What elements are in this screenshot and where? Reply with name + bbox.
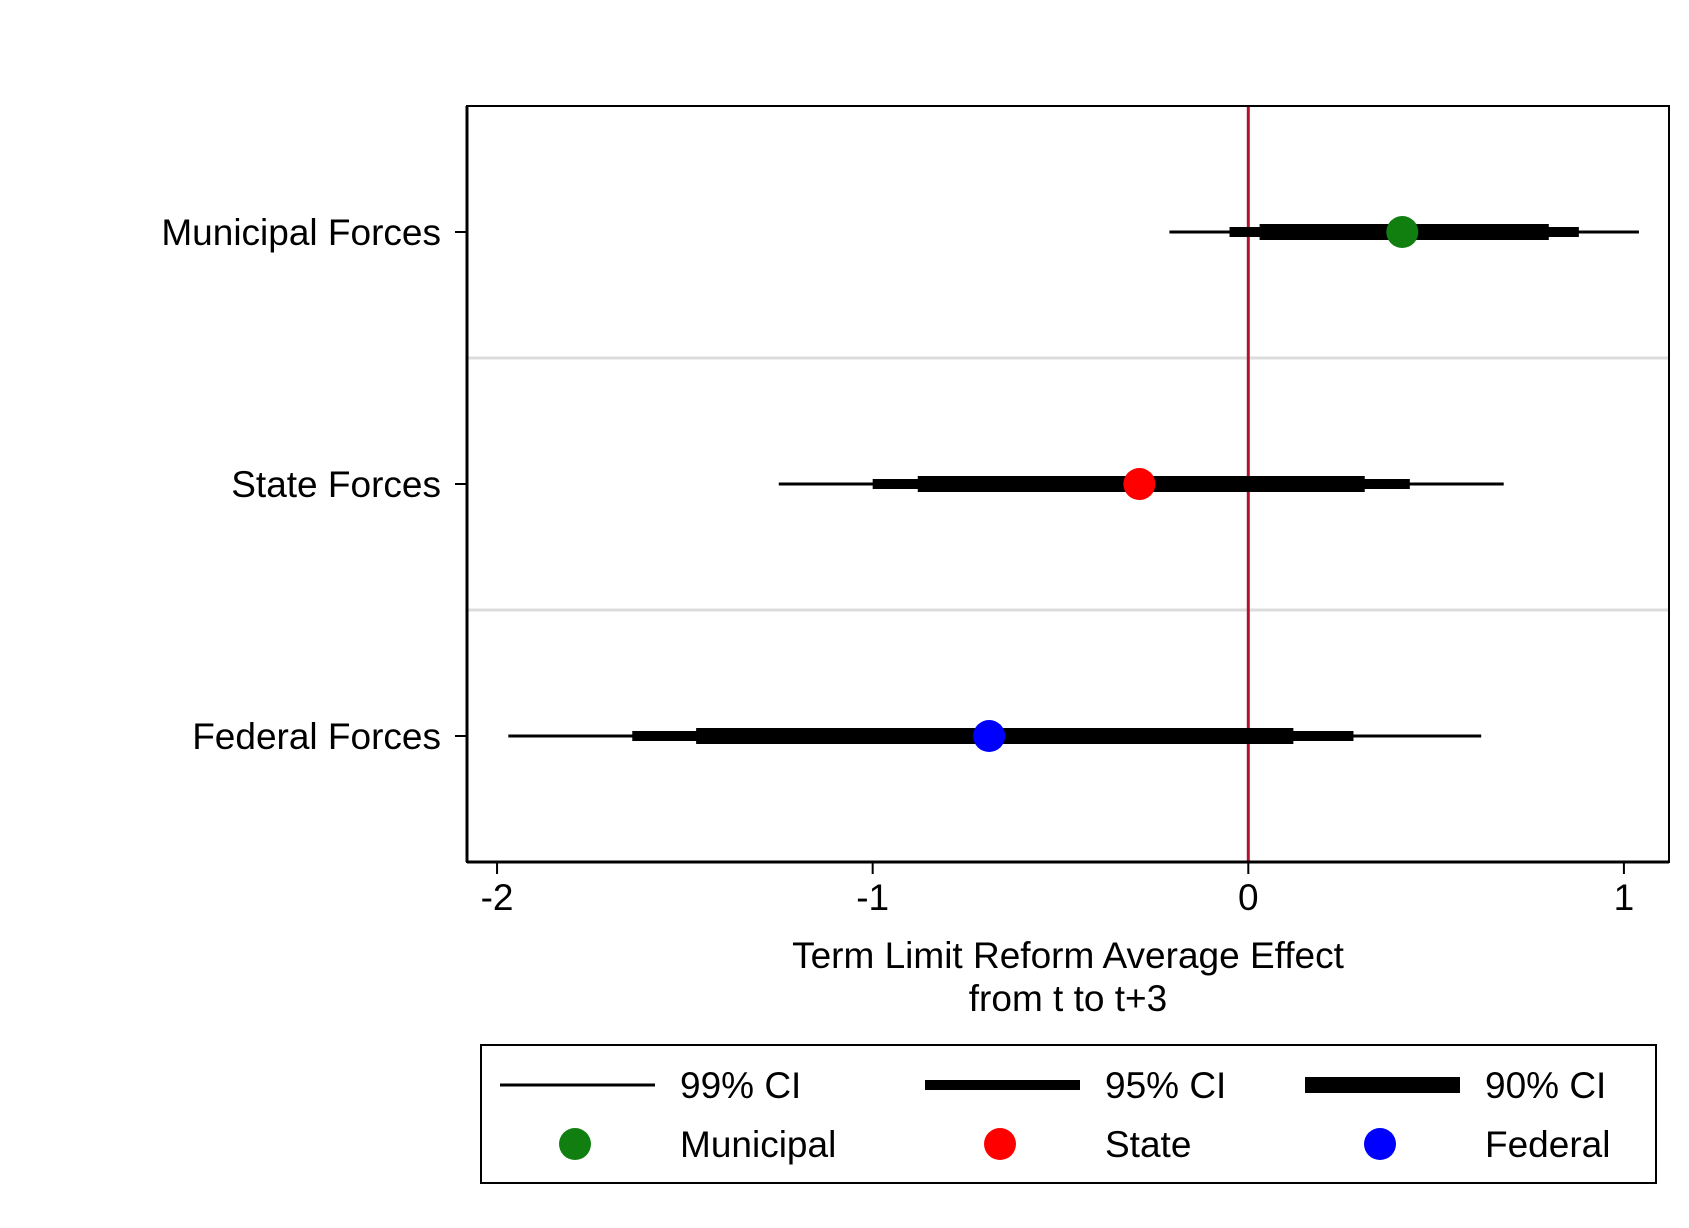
y-tick-label: Federal Forces <box>192 716 441 757</box>
y-tick-label: Municipal Forces <box>161 212 441 253</box>
x-tick-label: -1 <box>856 877 889 918</box>
legend-label: 95% CI <box>1105 1065 1226 1106</box>
legend-marker <box>559 1128 591 1160</box>
x-axis-title: Term Limit Reform Average Effect <box>792 935 1345 976</box>
category-separators <box>467 356 1669 612</box>
chart-marks <box>508 216 1639 752</box>
legend-marker <box>984 1128 1016 1160</box>
x-axis-title-line2: from t to t+3 <box>969 978 1167 1019</box>
legend: 99% CI 95% CI 90% CI Municipal State Federal <box>480 1044 1657 1184</box>
legend-marker <box>1364 1128 1396 1160</box>
legend-label: 90% CI <box>1485 1065 1606 1106</box>
y-axis: Municipal Forces State Forces Federal Forc… <box>161 212 467 757</box>
x-axis: -2 -1 0 1 <box>481 862 1635 918</box>
legend-frame <box>480 1044 1657 1184</box>
y-tick-label: State Forces <box>231 464 441 505</box>
point-estimate-marker <box>1386 216 1419 248</box>
legend-label: State <box>1105 1124 1191 1165</box>
point-estimate-marker <box>1123 468 1156 500</box>
legend-label: Municipal <box>680 1124 836 1165</box>
x-tick-label: -2 <box>481 877 514 918</box>
x-tick-label: 0 <box>1238 877 1259 918</box>
legend-label: Federal <box>1485 1124 1610 1165</box>
legend-label: 99% CI <box>680 1065 801 1106</box>
point-estimate-marker <box>973 720 1006 752</box>
x-tick-label: 1 <box>1614 877 1635 918</box>
